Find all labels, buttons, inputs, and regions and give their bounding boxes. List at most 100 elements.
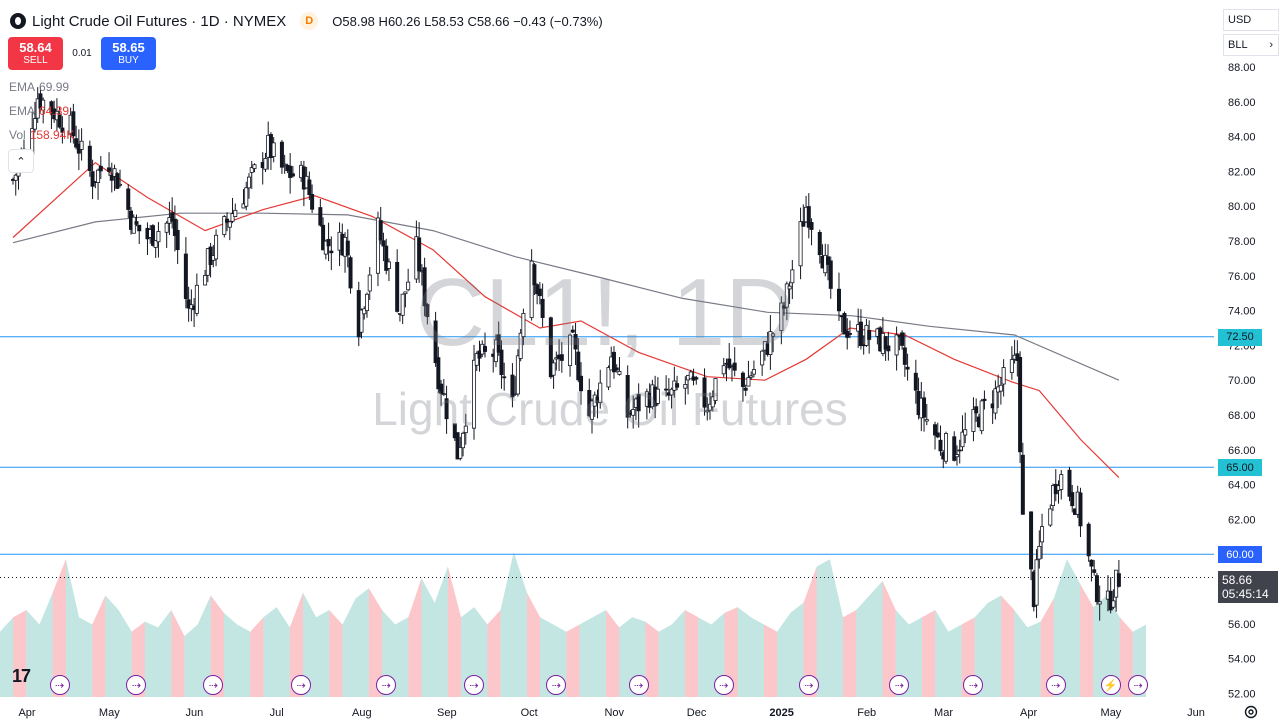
candle-body [1086, 523, 1091, 557]
candle-body [90, 171, 95, 187]
ema-slow-line[interactable] [12, 212, 1120, 381]
arrow-right-circle-icon[interactable]: ⇢ [546, 675, 567, 695]
volume-bar [1027, 621, 1041, 697]
candle-body [771, 333, 776, 337]
volume-bar [764, 624, 778, 697]
arrow-right-circle-icon[interactable]: ⇢ [126, 675, 147, 695]
candle-body [318, 207, 323, 226]
candle-body [1034, 559, 1039, 606]
candle-body [96, 169, 101, 183]
candle-body [979, 400, 984, 432]
price-tick-label: 66.00 [1228, 445, 1256, 457]
arrow-right-circle-icon[interactable]: ⇢ [1128, 675, 1149, 695]
arrow-right-circle-icon[interactable]: ⇢ [49, 675, 70, 695]
time-axis-label: Oct [520, 707, 538, 719]
time-axis-label: May [98, 707, 120, 719]
candle-body [1067, 469, 1072, 497]
arrow-right-circle-icon[interactable]: ⇢ [798, 675, 819, 695]
volume-bar [658, 624, 672, 697]
arrow-right-circle-icon[interactable]: ⇢ [628, 675, 649, 695]
candle-body [246, 176, 251, 189]
candle-body [433, 320, 438, 364]
arrow-right-circle-icon[interactable]: ⇢ [464, 675, 484, 695]
volume-bar [302, 592, 317, 697]
arrow-right-circle-icon[interactable]: ⇢ [1045, 675, 1066, 695]
candle-body [515, 355, 520, 395]
candle-body [441, 393, 446, 396]
legend-volume[interactable]: Vol 158.94K [9, 128, 74, 142]
time-axis-label: 2025 [769, 707, 794, 719]
ema-slow-label: EMA [9, 80, 36, 94]
candle-body [233, 209, 238, 217]
volume-bar [276, 607, 290, 697]
delayed-badge[interactable]: D [300, 12, 319, 30]
candle-body [817, 231, 822, 256]
sell-button[interactable]: 58.64 SELL [8, 37, 63, 70]
time-axis-label: Mar [934, 707, 954, 719]
candle-body [279, 141, 284, 168]
buy-button[interactable]: 58.65 BUY [101, 37, 156, 70]
volume-bar [777, 612, 791, 697]
volume-bar [671, 610, 685, 697]
symbol-title[interactable]: Light Crude Oil Futures · 1D · NYMEX [32, 12, 287, 30]
candle-body [115, 173, 120, 189]
legend-ema-fast[interactable]: EMA 64.39 [9, 104, 69, 118]
arrow-right-circle-icon[interactable]: ⇢ [376, 675, 397, 695]
trade-panel: 58.64 SELL 0.01 58.65 BUY [8, 37, 156, 70]
candle-body [1037, 546, 1042, 560]
unit-selector[interactable]: BLL › [1223, 34, 1279, 56]
candle-body [655, 388, 660, 404]
volume-bar [329, 610, 343, 697]
candle-body [540, 298, 545, 318]
lightning-icon[interactable]: ⚡ [1100, 675, 1121, 695]
time-axis-label: Feb [857, 707, 877, 719]
candle-body [779, 302, 784, 331]
candle-body [1018, 356, 1023, 453]
candle-body [935, 432, 940, 438]
candle-body [329, 250, 334, 254]
arrow-right-circle-icon[interactable]: ⇢ [889, 675, 910, 695]
candle-body [362, 308, 367, 315]
candles [10, 86, 1121, 621]
currency-selector[interactable]: USD [1223, 9, 1279, 31]
arrow-right-circle-icon[interactable]: ⇢ [291, 675, 312, 695]
price-tick-label: 74.00 [1228, 306, 1256, 318]
volume-bar [158, 610, 172, 697]
candle-body [482, 346, 487, 352]
candle-body [836, 288, 841, 312]
candle-body [41, 99, 46, 111]
candle-body [1029, 511, 1034, 570]
candle-body [364, 293, 369, 312]
candle-body [688, 371, 693, 380]
arrow-right-circle-icon[interactable]: ⇢ [203, 675, 224, 695]
volume-bar [948, 624, 962, 697]
candle-body [933, 424, 938, 436]
candle-body [858, 321, 863, 347]
legend-ema-slow[interactable]: EMA 69.99 [9, 80, 69, 94]
volume-bar [908, 617, 923, 697]
candle-body [924, 419, 929, 422]
bar-countdown: 05:45:14 [1222, 587, 1269, 601]
volume-bar [421, 578, 435, 697]
volume-bar [250, 617, 264, 697]
candle-body [439, 383, 444, 394]
gear-icon[interactable] [1243, 704, 1259, 720]
candle-body [809, 222, 814, 230]
volume-bar [342, 598, 356, 697]
arrow-right-circle-icon[interactable]: ⇢ [963, 675, 984, 695]
candle-body [79, 140, 84, 150]
symbol-header[interactable]: Light Crude Oil Futures · 1D · NYMEX D O… [10, 12, 603, 30]
currency-label: USD [1228, 14, 1252, 26]
candle-body [894, 334, 899, 356]
volume-bar [869, 581, 883, 697]
candle-body [112, 168, 117, 177]
collapse-legend-button[interactable]: ⌃ [8, 149, 34, 173]
candle-body [974, 406, 979, 414]
candle-body [126, 188, 131, 210]
candle-body [1116, 573, 1121, 587]
price-tick-label: 86.00 [1228, 97, 1256, 109]
candle-body [107, 167, 112, 172]
arrow-right-circle-icon[interactable]: ⇢ [713, 675, 734, 695]
tradingview-logo[interactable]: 17 [12, 666, 31, 686]
